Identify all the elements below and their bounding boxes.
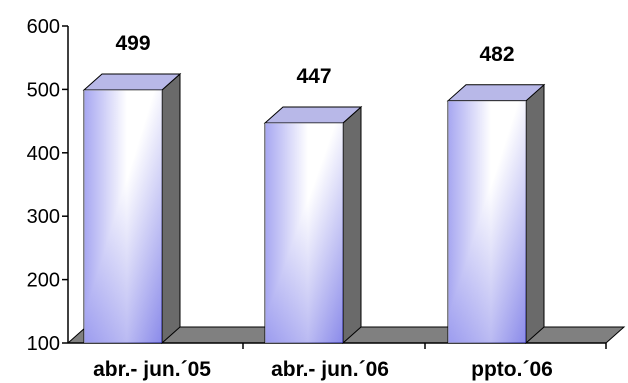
- bar-shade: [265, 123, 343, 343]
- bar: [263, 105, 363, 345]
- category-label: abr.- jun.´05: [93, 358, 211, 381]
- category-label: ppto.´06: [471, 358, 553, 381]
- category-label: abr.- jun.´06: [271, 358, 389, 381]
- bar-side: [342, 105, 362, 345]
- y-tick-label: 500: [27, 79, 60, 101]
- y-tick-label: 300: [27, 206, 60, 228]
- bar: [82, 72, 182, 345]
- y-tick-label: 600: [27, 16, 60, 38]
- data-label: 499: [115, 32, 150, 55]
- data-label: 447: [296, 65, 331, 88]
- bar-shade: [448, 100, 526, 343]
- y-tick-label: 200: [27, 270, 60, 292]
- bar-side: [525, 83, 545, 345]
- bar-side: [161, 72, 181, 345]
- bar: [446, 83, 546, 345]
- bar-shade: [84, 90, 162, 343]
- labels: 499 abr.- jun.´05 447 abr.- jun.´06 482 ppto.…: [93, 32, 553, 381]
- data-label: 482: [479, 43, 514, 66]
- y-tick-label: 100: [27, 333, 60, 355]
- bars: [82, 72, 546, 345]
- y-tick-label: 400: [27, 143, 60, 165]
